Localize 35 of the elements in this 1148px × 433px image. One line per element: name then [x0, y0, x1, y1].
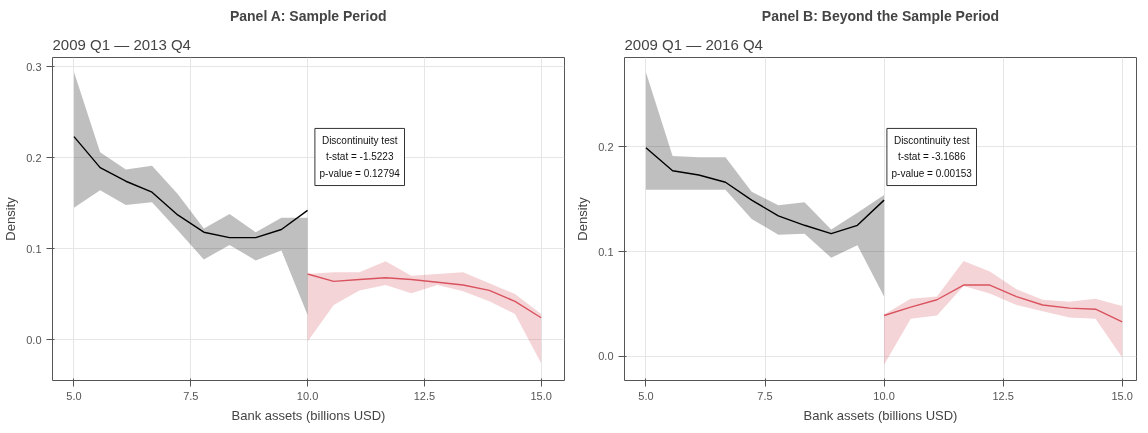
line-series — [645, 146, 885, 235]
chart-title: Panel A: Sample Period — [229, 7, 387, 24]
annotation: t-stat = -3.1686 — [897, 151, 966, 163]
chart-subtitle: 2009 Q1 — 2016 Q4 — [624, 35, 763, 53]
chart-subtitle: 2009 Q1 — 2013 Q4 — [52, 35, 191, 53]
y-tick-label: 0.1 — [26, 242, 42, 255]
y-tick-label: 0.2 — [598, 140, 614, 153]
line-series — [306, 273, 542, 319]
annotation: Discontinuity test — [893, 134, 970, 146]
y-tick-label: 0.2 — [26, 151, 42, 164]
chart-title: Panel B: Beyond the Sample Period — [761, 7, 1000, 24]
x-tick-label: 5.0 — [66, 389, 82, 402]
x-axis-title: Bank assets (billions USD) — [231, 407, 386, 423]
x-tick-label: 10.0 — [296, 389, 319, 402]
y-tick-label: 0.0 — [26, 333, 42, 346]
y-tick-label: 0.0 — [598, 350, 614, 363]
line-series — [73, 135, 309, 239]
x-axis-title: Bank assets (billions USD) — [803, 407, 958, 423]
annotation: Discontinuity test — [321, 134, 398, 146]
y-axis-title: Density — [3, 196, 19, 241]
y-tick-label: 0.3 — [26, 60, 42, 73]
x-tick-label: 7.5 — [757, 389, 773, 402]
line-series — [883, 284, 1123, 323]
x-tick-label: 7.5 — [183, 389, 199, 402]
x-tick-label: 12.5 — [992, 389, 1014, 402]
y-axis-title: Density — [575, 196, 591, 241]
x-tick-label: 15.0 — [530, 389, 552, 402]
x-tick-label: 12.5 — [413, 389, 436, 402]
annotation: p-value = 0.00153 — [891, 168, 973, 180]
y-tick-label: 0.1 — [598, 245, 614, 258]
annotation: t-stat = -1.5223 — [325, 151, 394, 163]
annotation: p-value = 0.12794 — [319, 168, 401, 180]
x-tick-label: 5.0 — [638, 389, 654, 402]
x-tick-label: 10.0 — [873, 389, 895, 402]
x-tick-label: 15.0 — [1111, 389, 1133, 402]
